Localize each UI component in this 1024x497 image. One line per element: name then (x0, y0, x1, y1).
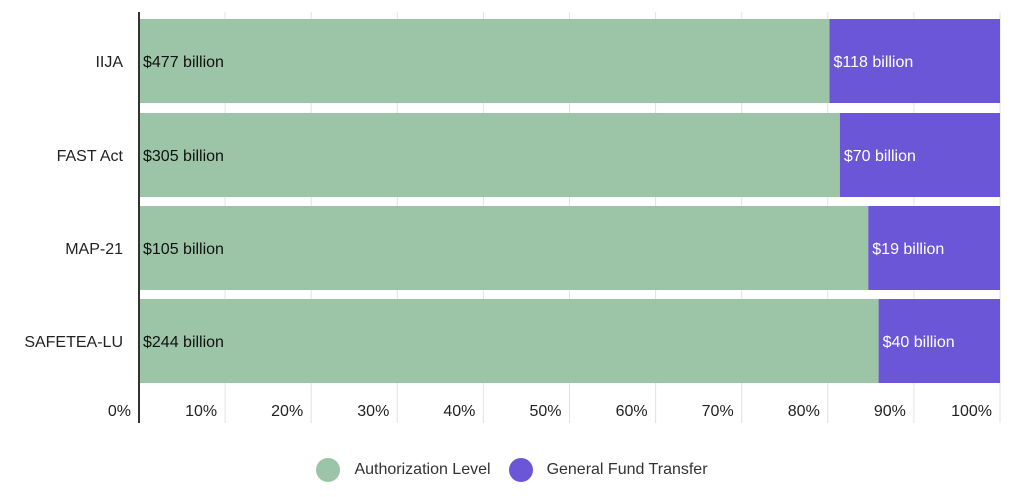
category-label-safetea-lu: SAFETEA-LU (24, 334, 123, 351)
data-label-general-fund-transfer-iija: $118 billion (834, 54, 914, 71)
x-tick-label-70pct: 70% (702, 403, 734, 420)
data-label-general-fund-transfer-map-21: $19 billion (872, 241, 944, 258)
category-label-map-21: MAP-21 (65, 241, 123, 258)
x-tick-label-60pct: 60% (616, 403, 648, 420)
legend-label-general-fund-transfer: General Fund Transfer (546, 461, 708, 478)
legend-item-general-fund-transfer[interactable]: General Fund Transfer (508, 458, 708, 482)
x-tick-label-90pct: 90% (874, 403, 906, 420)
x-tick-label-0pct: 0% (108, 403, 131, 420)
legend: Authorization Level General Fund Transfe… (0, 456, 1024, 484)
stacked-bar-chart: $477 billion $118 billion IIJA $305 billion… (24, 12, 1001, 423)
data-label-authorization-level-safetea-lu: $244 billion (143, 334, 224, 351)
bar-general-fund-transfer-safetea-lu (878, 299, 1000, 383)
data-label-authorization-level-fast-act: $305 billion (143, 148, 224, 165)
bar-authorization-level-safetea-lu (139, 299, 879, 383)
data-label-authorization-level-map-21: $105 billion (143, 241, 224, 258)
bar-authorization-level-map-21 (139, 206, 869, 290)
x-tick-label-80pct: 80% (788, 403, 820, 420)
x-tick-label-100pct: 100% (951, 403, 992, 420)
x-tick-label-50pct: 50% (529, 403, 561, 420)
data-label-general-fund-transfer-safetea-lu: $40 billion (883, 334, 955, 351)
category-label-iija: IIJA (95, 54, 123, 71)
legend-swatch-authorization-level (316, 458, 341, 482)
x-tick-label-10pct: 10% (185, 403, 217, 420)
x-tick-label-20pct: 20% (271, 403, 303, 420)
x-tick-label-30pct: 30% (357, 403, 389, 420)
legend-item-authorization-level[interactable]: Authorization Level (316, 458, 491, 482)
category-label-fast-act: FAST Act (57, 148, 124, 165)
data-label-general-fund-transfer-fast-act: $70 billion (844, 148, 916, 165)
data-label-authorization-level-iija: $477 billion (143, 54, 224, 71)
x-tick-label-40pct: 40% (443, 403, 475, 420)
bar-general-fund-transfer-iija (829, 19, 1000, 103)
bar-general-fund-transfer-fast-act (839, 113, 1000, 197)
legend-label-authorization-level: Authorization Level (354, 461, 491, 478)
bar-authorization-level-fast-act (139, 113, 840, 197)
bar-authorization-level-iija (139, 19, 830, 103)
legend-swatch-general-fund-transfer (508, 458, 533, 482)
bar-general-fund-transfer-map-21 (868, 206, 1000, 290)
